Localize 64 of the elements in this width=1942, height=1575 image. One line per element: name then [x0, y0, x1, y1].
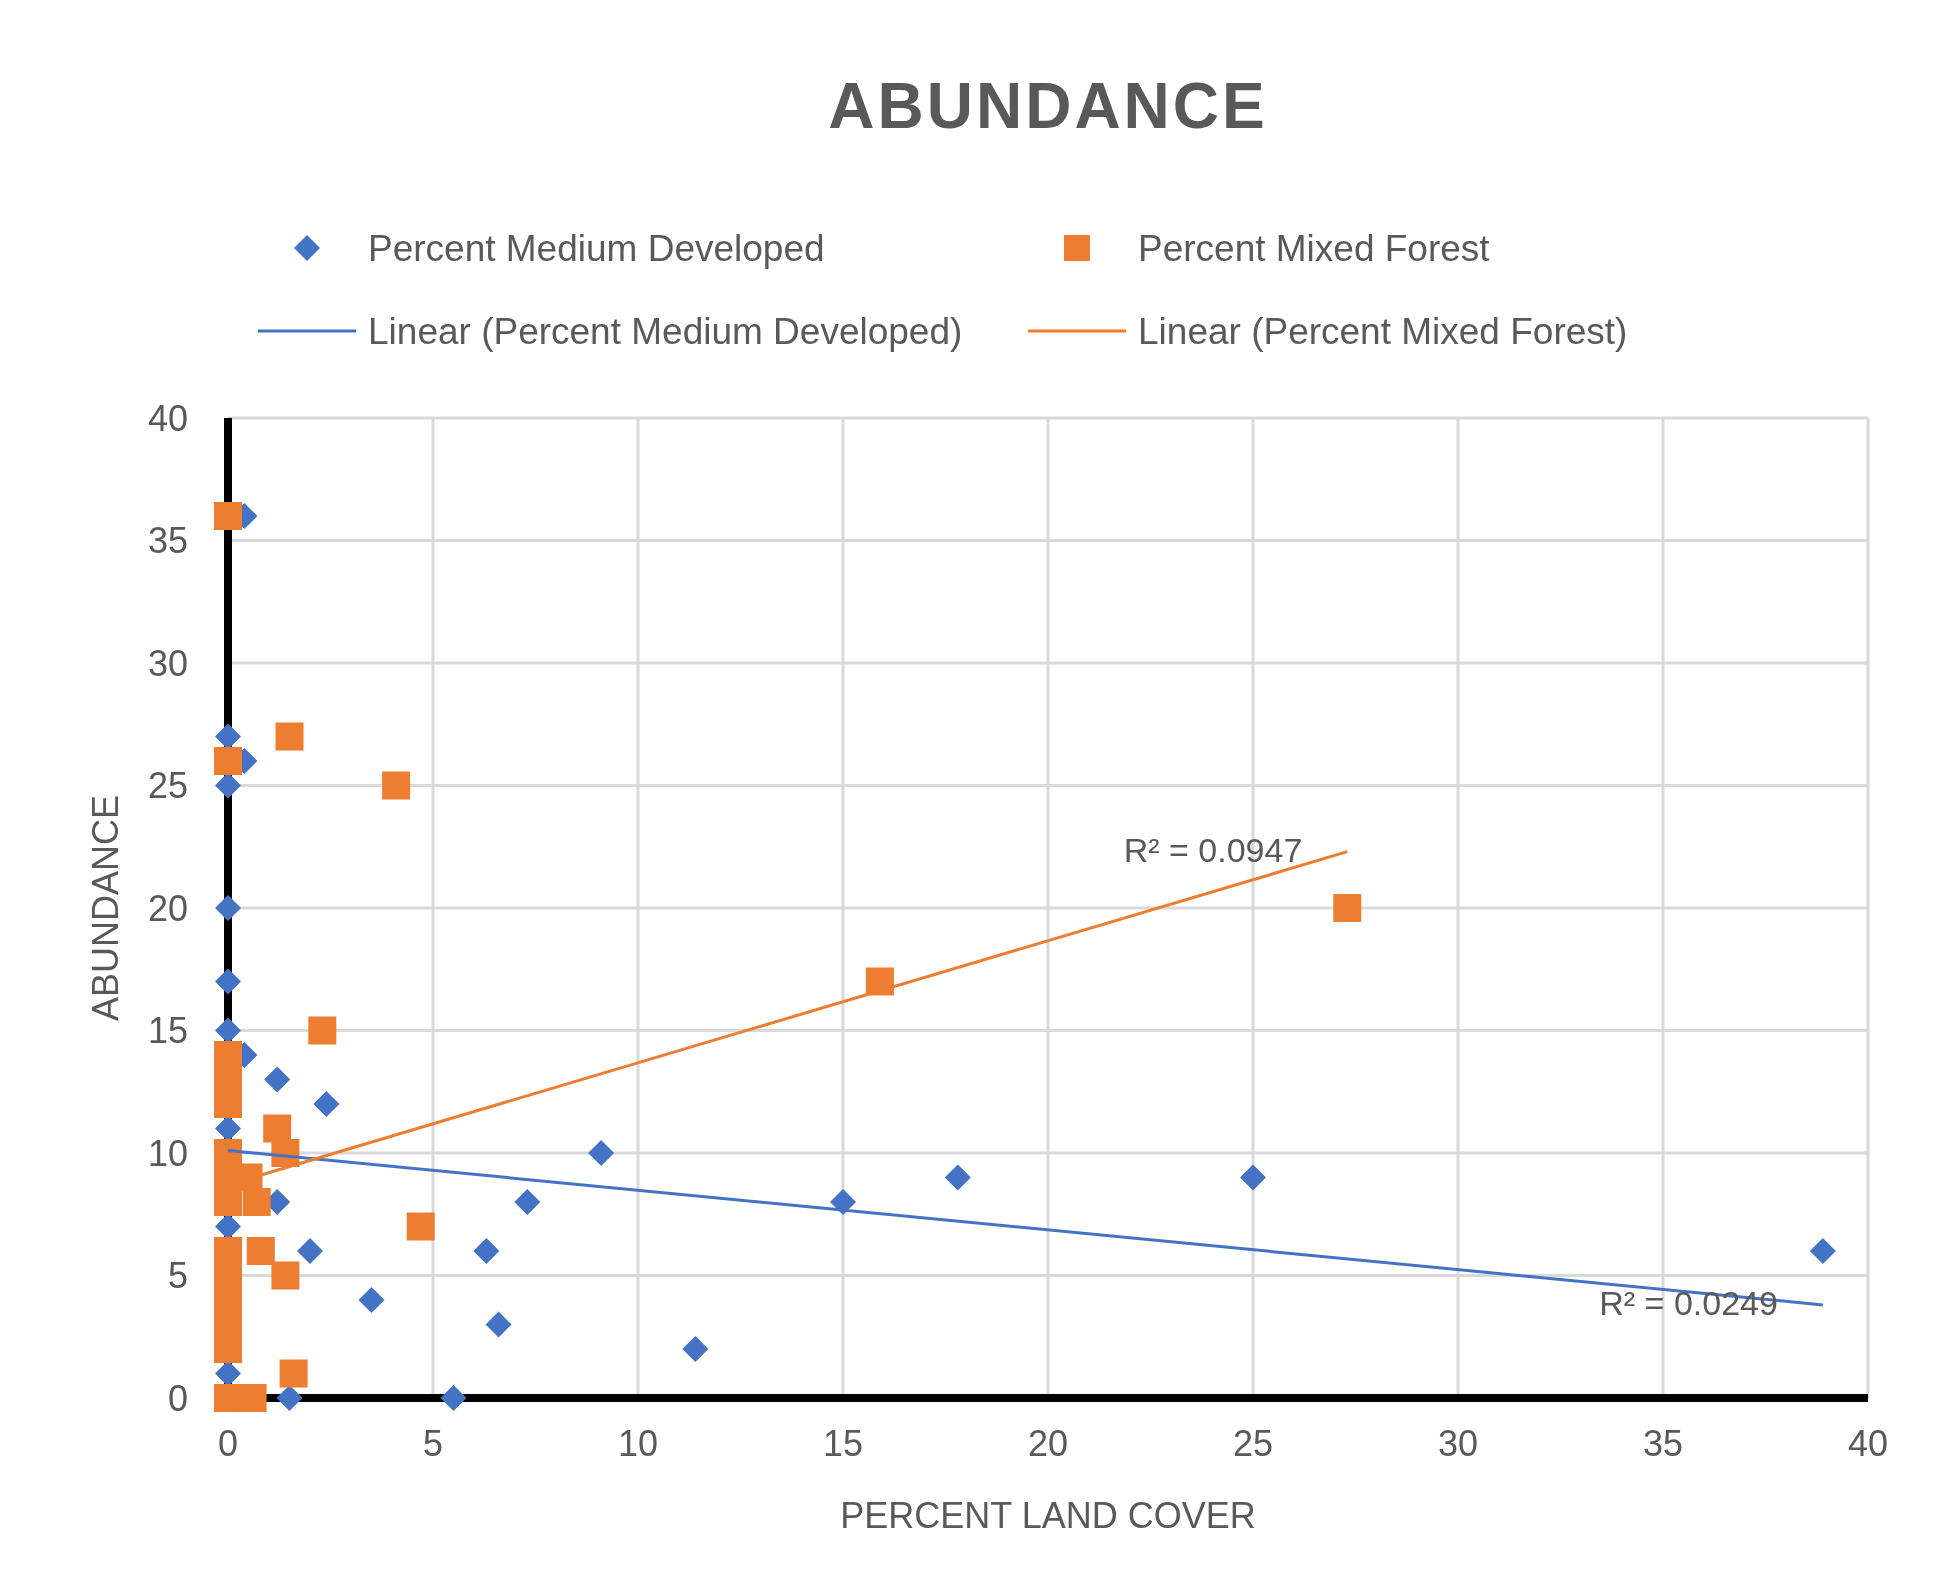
point — [214, 1188, 242, 1216]
x-tick-label: 15 — [822, 1423, 864, 1464]
y-tick-label: 15 — [147, 1010, 188, 1052]
point — [313, 1091, 340, 1117]
x-tick-label: 35 — [1642, 1423, 1684, 1464]
point — [406, 1212, 435, 1241]
point — [279, 1359, 308, 1388]
point — [215, 1213, 241, 1240]
x-axis-title: PERCENT LAND COVER — [840, 1495, 1256, 1536]
y-tick-label: 30 — [147, 642, 188, 684]
y-tick-label: 5 — [167, 1255, 188, 1297]
point — [214, 747, 242, 775]
point — [214, 502, 242, 530]
y-tick-label: 0 — [167, 1377, 188, 1419]
point — [276, 1385, 303, 1411]
point — [246, 1237, 275, 1265]
point — [308, 1016, 337, 1045]
x-tick-label: 20 — [1027, 1423, 1069, 1464]
legend-label: Percent Mixed Forest — [1138, 227, 1491, 269]
point — [830, 1189, 856, 1215]
point — [214, 1335, 242, 1363]
point — [215, 1017, 241, 1044]
point — [514, 1189, 541, 1215]
annotation: R² = 0.0947 — [1123, 830, 1303, 869]
x-tick-label: 30 — [1437, 1423, 1479, 1464]
point — [485, 1311, 512, 1338]
point — [588, 1140, 615, 1166]
y-tick-label: 10 — [147, 1132, 188, 1174]
legend-label: Linear (Percent Mixed Forest) — [1138, 310, 1628, 352]
x-tick-label: 40 — [1847, 1423, 1889, 1464]
y-tick-label: 35 — [147, 520, 188, 562]
point — [358, 1287, 385, 1313]
point — [214, 1090, 242, 1118]
point — [440, 1385, 467, 1411]
x-tick-label: 5 — [422, 1423, 444, 1464]
x-tick-label: 25 — [1232, 1423, 1274, 1464]
point — [473, 1238, 500, 1264]
point — [682, 1336, 709, 1362]
y-tick-label: 40 — [147, 397, 188, 439]
point — [1809, 1238, 1836, 1264]
x-tick-label: 0 — [217, 1423, 239, 1464]
point — [1240, 1164, 1266, 1191]
point — [297, 1238, 323, 1264]
y-tick-label: 20 — [147, 887, 188, 929]
point — [215, 1360, 241, 1387]
point — [264, 1066, 291, 1093]
point — [271, 1261, 300, 1290]
point — [242, 1188, 271, 1216]
point — [944, 1164, 971, 1191]
annotation: R² = 0.0249 — [1599, 1283, 1778, 1322]
point — [215, 895, 241, 921]
point — [275, 722, 304, 751]
point — [215, 723, 241, 750]
point — [215, 772, 241, 799]
point — [1333, 894, 1362, 922]
y-tick-label: 25 — [147, 765, 188, 807]
x-tick-label: 10 — [617, 1423, 659, 1464]
point — [215, 1115, 241, 1142]
legend-label: Linear (Percent Medium Developed) — [368, 310, 963, 352]
legend-label: Percent Medium Developed — [368, 227, 825, 269]
point — [215, 968, 241, 995]
y-axis-title: ABUNDANCE — [85, 794, 126, 1022]
chart-title: ABUNDANCE — [828, 70, 1268, 142]
point — [382, 771, 411, 800]
